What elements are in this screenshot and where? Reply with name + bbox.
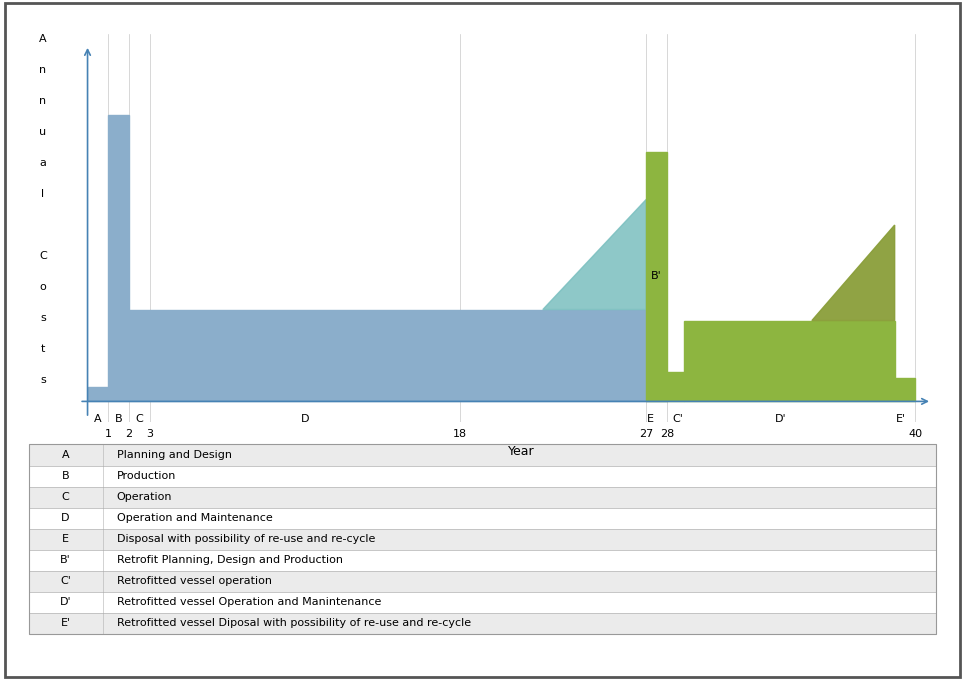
Bar	[29, 529, 936, 549]
Text: D: D	[300, 414, 309, 424]
Bar	[29, 466, 936, 487]
Text: Planning and Design: Planning and Design	[117, 450, 232, 460]
Bar	[29, 508, 936, 529]
Text: Operation and Maintenance: Operation and Maintenance	[117, 513, 272, 523]
Text: n: n	[40, 65, 46, 75]
Text: u: u	[40, 127, 46, 137]
Text: o: o	[40, 282, 46, 292]
Text: D': D'	[775, 414, 786, 424]
Text: s: s	[40, 375, 45, 385]
Text: C': C'	[672, 414, 683, 424]
Text: Year: Year	[508, 445, 535, 458]
Text: Production: Production	[117, 471, 176, 481]
Bar	[29, 487, 936, 508]
Text: C: C	[62, 492, 69, 502]
Text: C: C	[39, 251, 46, 261]
Text: Retrofitted vessel Diposal with possibility of re-use and re-cycle: Retrofitted vessel Diposal with possibil…	[117, 619, 471, 628]
Text: n: n	[40, 96, 46, 106]
Text: E': E'	[61, 619, 70, 628]
Text: s: s	[40, 313, 45, 323]
Text: C: C	[135, 414, 143, 424]
Polygon shape	[812, 225, 895, 320]
Polygon shape	[683, 320, 916, 401]
Bar	[29, 445, 936, 634]
Text: E: E	[62, 534, 69, 544]
Text: Retrofitted vessel operation: Retrofitted vessel operation	[117, 577, 271, 586]
Text: C': C'	[60, 577, 71, 586]
Text: Disposal with possibility of re-use and re-cycle: Disposal with possibility of re-use and …	[117, 534, 375, 544]
Polygon shape	[543, 199, 647, 309]
Text: E: E	[647, 414, 654, 424]
Polygon shape	[88, 115, 667, 401]
Text: A: A	[94, 414, 101, 424]
Text: Retrofit Planning, Design and Production: Retrofit Planning, Design and Production	[117, 556, 343, 565]
Text: B': B'	[651, 271, 662, 282]
Bar	[29, 445, 936, 466]
Text: A: A	[62, 450, 69, 460]
Bar	[29, 549, 936, 571]
Bar	[29, 613, 936, 634]
Bar	[29, 592, 936, 613]
Text: a: a	[40, 158, 46, 168]
Text: t: t	[41, 344, 45, 354]
Text: B: B	[115, 414, 123, 424]
Text: Operation: Operation	[117, 492, 172, 502]
Polygon shape	[647, 152, 667, 401]
Text: B': B'	[60, 556, 71, 565]
Text: D: D	[62, 513, 69, 523]
Text: D': D'	[60, 598, 71, 607]
Text: E': E'	[896, 414, 906, 424]
Text: A: A	[39, 34, 46, 44]
Polygon shape	[667, 372, 683, 401]
Text: B: B	[62, 471, 69, 481]
Text: Retrofitted vessel Operation and Manintenance: Retrofitted vessel Operation and Maninte…	[117, 598, 381, 607]
Bar	[29, 571, 936, 592]
Text: l: l	[41, 189, 44, 199]
